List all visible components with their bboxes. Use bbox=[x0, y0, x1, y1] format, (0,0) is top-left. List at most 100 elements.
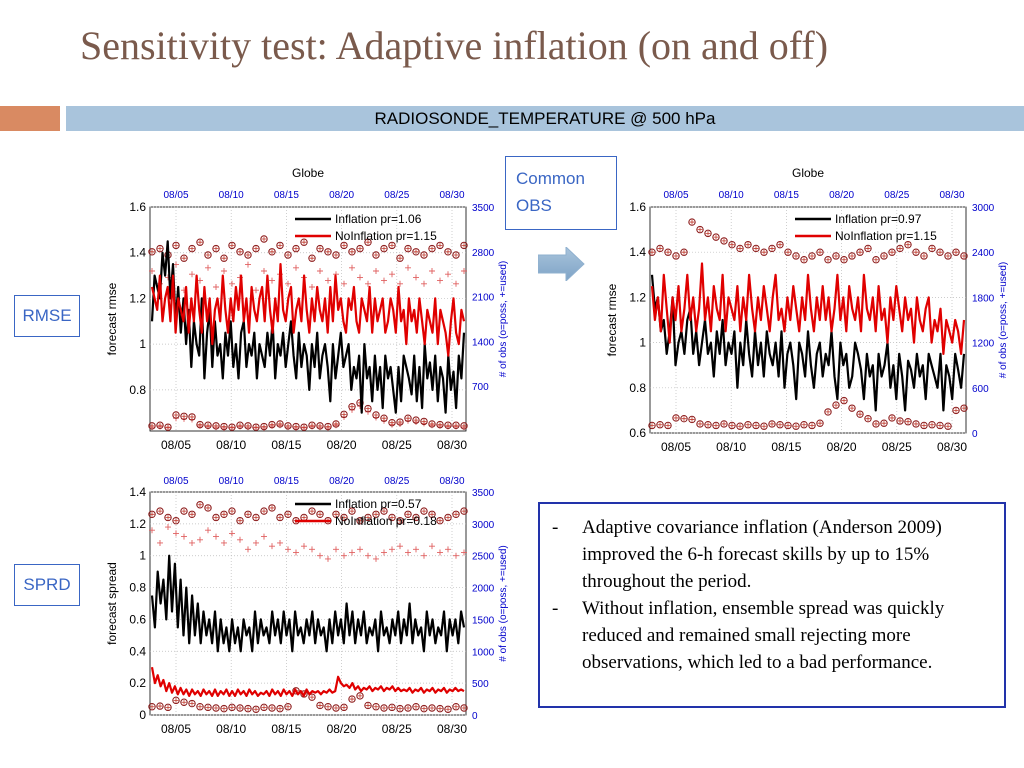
obs-possible-marker bbox=[760, 422, 768, 430]
obs-possible-marker bbox=[380, 704, 388, 712]
obs-used-cross bbox=[197, 422, 203, 427]
top-x-tick-label: 08/20 bbox=[329, 476, 354, 487]
obs-possible-marker bbox=[180, 412, 188, 420]
y2-tick-label: 2100 bbox=[472, 293, 495, 304]
series-noinflation-line bbox=[150, 667, 465, 697]
obs-possible-marker bbox=[380, 507, 388, 515]
obs-possible-marker bbox=[316, 422, 324, 430]
obs-used-cross bbox=[389, 704, 395, 710]
obs-possible-marker bbox=[348, 402, 356, 411]
obs-possible-marker bbox=[188, 699, 196, 708]
obs-possible-marker bbox=[856, 248, 864, 256]
obs-used-cross bbox=[221, 255, 227, 261]
chart-title: Globe bbox=[792, 166, 824, 180]
obs-possible-marker bbox=[452, 510, 460, 518]
obs-used-cross bbox=[341, 243, 347, 248]
obs-possible-marker bbox=[928, 421, 936, 429]
obs-used-marker bbox=[301, 543, 307, 550]
obs-used-cross bbox=[397, 706, 403, 712]
obs-used-cross bbox=[365, 406, 371, 411]
obs-possible-marker bbox=[752, 421, 760, 430]
obs-used-cross bbox=[309, 694, 315, 700]
obs-used-cross bbox=[681, 249, 687, 255]
legend-label: NoInflation pr=1.15 bbox=[835, 229, 937, 243]
obs-possible-marker bbox=[712, 421, 720, 430]
rmse-chart-common-obs: Globe 08/05 08/05 08/10 08/10 08/15 08/15 08/20… bbox=[605, 166, 1009, 454]
obs-used-marker bbox=[453, 280, 459, 287]
obs-used-cross bbox=[833, 253, 839, 259]
obs-used-cross bbox=[913, 249, 919, 255]
obs-possible-marker bbox=[792, 252, 800, 260]
y2-tick-label: 2800 bbox=[472, 248, 495, 259]
obs-possible-marker bbox=[880, 419, 888, 427]
x-tick-label: 08/30 bbox=[437, 438, 467, 452]
obs-used-cross bbox=[681, 416, 687, 422]
obs-used-cross bbox=[309, 255, 315, 261]
obs-used-cross bbox=[697, 227, 703, 232]
obs-used-cross bbox=[205, 422, 211, 428]
obs-possible-marker bbox=[324, 703, 332, 711]
obs-possible-marker bbox=[276, 420, 284, 428]
y2-axis-label: # of obs (o=poss, +=used) bbox=[998, 262, 1009, 378]
obs-possible-marker bbox=[156, 244, 164, 253]
obs-used-marker bbox=[285, 280, 291, 287]
obs-possible-marker bbox=[412, 703, 420, 711]
y-tick-label: 0.2 bbox=[129, 676, 146, 690]
obs-used-marker bbox=[245, 261, 251, 268]
obs-possible-marker bbox=[904, 240, 912, 249]
obs-possible-marker bbox=[284, 510, 292, 518]
y2-axis-label: # of obs (o=poss, +=used) bbox=[498, 261, 509, 377]
obs-possible-marker bbox=[388, 703, 396, 712]
obs-used-cross bbox=[833, 402, 839, 408]
obs-possible-marker bbox=[196, 238, 204, 246]
obs-used-cross bbox=[333, 252, 339, 258]
obs-used-cross bbox=[865, 246, 871, 251]
obs-possible-marker bbox=[444, 421, 452, 429]
obs-used-cross bbox=[189, 511, 195, 517]
obs-used-cross bbox=[261, 424, 267, 429]
obs-used-cross bbox=[213, 705, 219, 711]
obs-used-cross bbox=[373, 412, 379, 418]
top-x-tick-label: 08/15 bbox=[274, 476, 299, 487]
obs-used-cross bbox=[461, 243, 467, 248]
obs-used-marker bbox=[237, 536, 243, 543]
y-tick-label: 1.4 bbox=[129, 485, 146, 499]
series-noinflation-line bbox=[650, 262, 966, 355]
top-x-tick-label: 08/10 bbox=[719, 190, 744, 201]
obs-used-cross bbox=[181, 413, 187, 419]
x-tick-label: 08/15 bbox=[271, 438, 301, 452]
obs-used-marker bbox=[293, 264, 299, 271]
y-tick-label: 1 bbox=[639, 336, 646, 350]
y2-tick-label: 2500 bbox=[472, 552, 495, 563]
x-tick-label: 08/15 bbox=[271, 722, 301, 736]
y2-axis-label: # of obs (o=poss, +=used) bbox=[498, 545, 509, 661]
obs-used-cross bbox=[445, 249, 451, 255]
obs-used-marker bbox=[149, 268, 155, 274]
obs-possible-marker bbox=[944, 422, 952, 430]
obs-used-cross bbox=[229, 704, 235, 710]
obs-possible-marker bbox=[188, 413, 196, 421]
obs-used-cross bbox=[769, 246, 775, 251]
obs-possible-marker bbox=[704, 229, 712, 238]
y2-tick-label: 2000 bbox=[472, 584, 495, 595]
obs-possible-marker bbox=[420, 251, 428, 259]
obs-used-cross bbox=[657, 422, 663, 428]
obs-possible-marker bbox=[428, 704, 436, 712]
obs-possible-marker bbox=[388, 513, 396, 522]
obs-used-cross bbox=[229, 508, 235, 514]
obs-used-marker bbox=[349, 264, 355, 271]
obs-possible-marker bbox=[244, 251, 252, 259]
obs-used-cross bbox=[745, 242, 751, 248]
obs-used-cross bbox=[221, 511, 227, 517]
obs-used-marker bbox=[365, 280, 371, 287]
obs-used-marker bbox=[157, 539, 163, 546]
obs-possible-marker bbox=[324, 422, 332, 431]
obs-used-marker bbox=[317, 268, 323, 274]
obs-possible-marker bbox=[460, 507, 468, 515]
obs-used-marker bbox=[205, 527, 211, 534]
obs-possible-marker bbox=[300, 690, 308, 698]
obs-possible-marker bbox=[404, 414, 412, 422]
obs-used-cross bbox=[745, 422, 751, 428]
obs-used-cross bbox=[317, 423, 323, 429]
obs-possible-marker bbox=[220, 704, 228, 713]
